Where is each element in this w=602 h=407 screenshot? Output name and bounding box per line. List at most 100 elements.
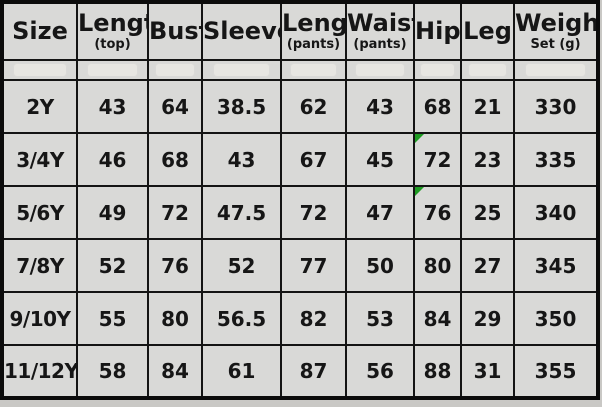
col-header-length-pants: Length (pants) (280, 1, 347, 61)
leg-value: 23 (460, 132, 515, 187)
erased-text-smudge (290, 64, 337, 76)
size-chart-table: Size Length (top) Bust Sleeve Length (pa… (0, 0, 600, 400)
erased-cell (201, 59, 282, 81)
col-header-label: Waist (347, 8, 412, 37)
sleeve-value: 61 (201, 344, 282, 399)
sleeve-value: 38.5 (201, 79, 282, 134)
hip-value: 72 (413, 132, 462, 187)
hip-value-text: 72 (423, 147, 452, 172)
hip-value-text: 76 (423, 200, 452, 225)
col-header-bust: Bust (147, 1, 203, 61)
erased-text-smudge (156, 64, 194, 76)
col-header-label: Weight (515, 8, 598, 37)
hip-value: 84 (413, 291, 462, 346)
length-pants-value: 72 (280, 185, 347, 240)
waist-pants-value: 43 (345, 79, 415, 134)
weight-value: 345 (513, 238, 599, 293)
leg-value: 25 (460, 185, 515, 240)
erased-text-smudge (87, 64, 138, 76)
col-header-weight: Weight Set (g) (513, 1, 599, 61)
col-header-length-top: Length (top) (76, 1, 149, 61)
size-label: 3/4Y (1, 132, 78, 187)
erased-cell (1, 59, 78, 81)
length-pants-value: 67 (280, 132, 347, 187)
col-header-size: Size (1, 1, 78, 61)
col-header-label: Length (78, 8, 146, 37)
leg-value: 31 (460, 344, 515, 399)
leg-value: 21 (460, 79, 515, 134)
erased-text-smudge (469, 64, 506, 76)
header-row: Size Length (top) Bust Sleeve Length (pa… (1, 1, 599, 61)
length-pants-value: 82 (280, 291, 347, 346)
bust-value: 76 (147, 238, 203, 293)
weight-value: 355 (513, 344, 599, 399)
length-top-value: 52 (76, 238, 149, 293)
erased-text-smudge (14, 64, 66, 76)
col-header-sublabel: (top) (94, 36, 131, 52)
col-header-sleeve: Sleeve (201, 1, 282, 61)
length-top-value: 46 (76, 132, 149, 187)
length-top-value: 43 (76, 79, 149, 134)
weight-value: 335 (513, 132, 599, 187)
col-header-label: Length (282, 8, 344, 37)
erased-text-smudge (213, 64, 270, 76)
weight-value: 340 (513, 185, 599, 240)
bust-value: 72 (147, 185, 203, 240)
hip-value: 68 (413, 79, 462, 134)
erased-cell (460, 59, 515, 81)
hip-value: 88 (413, 344, 462, 399)
erased-cell (280, 59, 347, 81)
sleeve-value: 43 (201, 132, 282, 187)
col-header-label: Hip (415, 16, 461, 45)
length-pants-value: 77 (280, 238, 347, 293)
col-header-label: Bust (149, 16, 200, 45)
bust-value: 84 (147, 344, 203, 399)
col-header-label: Leg (463, 16, 512, 45)
sleeve-value: 52 (201, 238, 282, 293)
size-label: 11/12Y (1, 344, 78, 399)
weight-value: 330 (513, 79, 599, 134)
length-pants-value: 87 (280, 344, 347, 399)
waist-pants-value: 50 (345, 238, 415, 293)
size-label: 9/10Y (1, 291, 78, 346)
waist-pants-value: 47 (345, 185, 415, 240)
erased-text-smudge (421, 64, 454, 76)
length-top-value: 55 (76, 291, 149, 346)
table-row: 11/12Y 58 84 61 87 56 88 31 355 (1, 344, 599, 399)
size-label: 7/8Y (1, 238, 78, 293)
leg-value: 27 (460, 238, 515, 293)
erased-cell (413, 59, 462, 81)
table-row: 3/4Y 46 68 43 67 45 72 23 335 (1, 132, 599, 187)
table-row: 9/10Y 55 80 56.5 82 53 84 29 350 (1, 291, 599, 346)
leg-value: 29 (460, 291, 515, 346)
bust-value: 68 (147, 132, 203, 187)
table-row: 2Y 43 64 38.5 62 43 68 21 330 (1, 79, 599, 134)
col-header-sublabel: Set (g) (530, 36, 581, 52)
length-pants-value: 62 (280, 79, 347, 134)
hip-value: 76 (413, 185, 462, 240)
bust-value: 64 (147, 79, 203, 134)
weight-value: 350 (513, 291, 599, 346)
erased-cell (513, 59, 599, 81)
table-row: 7/8Y 52 76 52 77 50 80 27 345 (1, 238, 599, 293)
sleeve-value: 47.5 (201, 185, 282, 240)
green-triangle-marker (416, 188, 424, 196)
erased-cell (76, 59, 149, 81)
col-header-sublabel: (pants) (286, 36, 341, 52)
erased-cell (345, 59, 415, 81)
length-top-value: 58 (76, 344, 149, 399)
erased-text-smudge (356, 64, 404, 76)
col-header-hip: Hip (413, 1, 462, 61)
col-header-sublabel: (pants) (353, 36, 407, 52)
erased-cell (147, 59, 203, 81)
col-header-leg: Leg (460, 1, 515, 61)
size-label: 5/6Y (1, 185, 78, 240)
size-label: 2Y (1, 79, 78, 134)
waist-pants-value: 45 (345, 132, 415, 187)
hip-value: 80 (413, 238, 462, 293)
bust-value: 80 (147, 291, 203, 346)
col-header-waist-pants: Waist (pants) (345, 1, 415, 61)
erased-blurred-row (1, 59, 599, 81)
erased-text-smudge (526, 64, 585, 76)
length-top-value: 49 (76, 185, 149, 240)
